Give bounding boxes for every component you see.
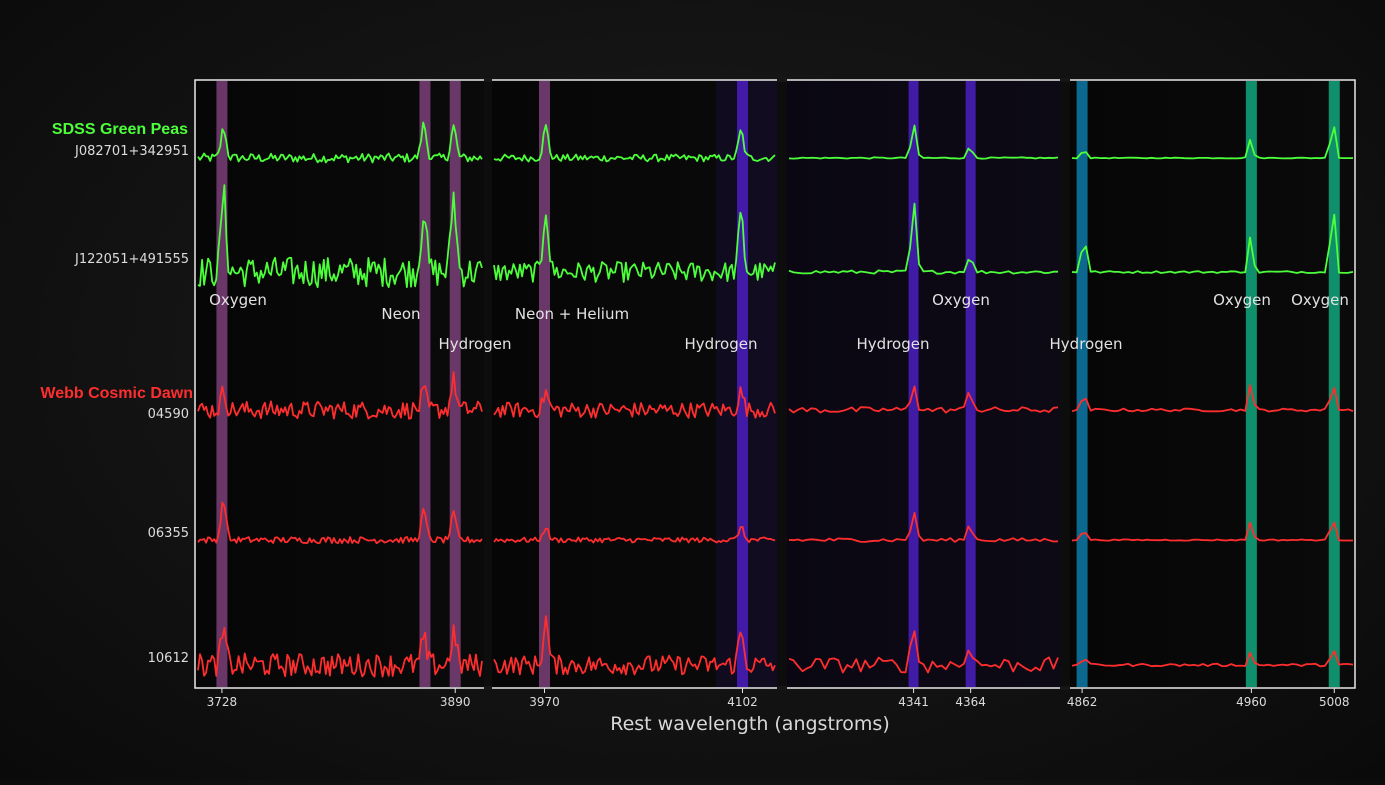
spectrum-06355-panel-2 [493, 525, 776, 544]
line-label-3869: Neon [381, 305, 420, 323]
x-tick-label-4102: 4102 [727, 695, 758, 709]
spectrum-06355-panel-3 [788, 512, 1059, 543]
emission-band-3869 [419, 81, 431, 687]
emission-band-5008 [1328, 81, 1340, 687]
group-label-2: Webb Cosmic Dawn [40, 385, 193, 402]
emission-band-4960 [1245, 81, 1257, 687]
x-tick-label-4364: 4364 [955, 695, 986, 709]
emission-band-3970 [539, 81, 550, 687]
panel-gap-bottom [484, 686, 492, 690]
object-label-J082701+342951: J082701+342951 [74, 144, 189, 159]
line-label-4341: Hydrogen [857, 335, 930, 353]
line-label-4960: Oxygen [1213, 291, 1271, 309]
panel-gap [1060, 82, 1070, 686]
x-tick-label-4862: 4862 [1067, 695, 1098, 709]
x-tick-label-4341: 4341 [898, 695, 929, 709]
emission-band-3728 [216, 81, 228, 687]
x-tick-label-4960: 4960 [1236, 695, 1267, 709]
line-label-3728: Oxygen [209, 291, 267, 309]
spectrum-04590-panel-1 [197, 371, 483, 420]
spectrum-J122051+491555-panel-4 [1071, 213, 1354, 274]
spectrum-10612-panel-1 [197, 624, 483, 678]
spectrum-04590-panel-2 [493, 386, 776, 419]
emission-band-4102 [737, 81, 748, 687]
emission-band-4862 [1076, 81, 1088, 687]
line-label-3970: Neon + Helium [515, 305, 629, 323]
panel-glow [787, 80, 1060, 688]
plot-frame [194, 79, 1356, 689]
spectrum-J082701+342951-panel-3 [788, 124, 1059, 160]
spectrum-panel-1 [196, 80, 484, 688]
spectrum-J082701+342951-panel-4 [1071, 126, 1353, 160]
panel-gap-bottom [777, 686, 787, 690]
spectrum-J122051+491555-panel-3 [788, 202, 1058, 275]
spectrum-04590-panel-4 [1071, 384, 1354, 413]
panel-gap-top [484, 78, 492, 82]
spectrum-06355-panel-1 [197, 501, 483, 545]
spectrum-J082701+342951-panel-2 [493, 124, 776, 163]
line-label-4102: Hydrogen [685, 335, 758, 353]
object-label-06355: 06355 [148, 526, 189, 541]
object-label-10612: 10612 [148, 651, 189, 666]
spectrum-10612-panel-3 [788, 630, 1059, 674]
panel-gap-bottom [1060, 686, 1070, 690]
x-tick-label-3970: 3970 [529, 695, 560, 709]
spectrum-J082701+342951-panel-1 [197, 121, 483, 164]
spectrum-06355-panel-4 [1071, 521, 1353, 542]
emission-band-4341 [908, 81, 919, 687]
group-label-1: SDSS Green Peas [52, 121, 188, 138]
spectrum-10612-panel-4 [1071, 650, 1354, 668]
spectrum-10612-panel-2 [493, 615, 776, 676]
panel-gap-top [777, 78, 787, 82]
line-label-3890: Hydrogen [439, 335, 512, 353]
spectrum-04590-panel-3 [788, 385, 1059, 414]
object-label-04590: 04590 [148, 407, 189, 422]
line-label-4364: Oxygen [932, 291, 990, 309]
emission-band-4364 [965, 81, 976, 687]
panel-gap-top [1060, 78, 1070, 82]
x-axis-title: Rest wavelength (angstroms) [610, 713, 890, 735]
x-tick-label-5008: 5008 [1319, 695, 1350, 709]
line-label-4862: Hydrogen [1050, 335, 1123, 353]
line-label-5008: Oxygen [1291, 291, 1349, 309]
panel-gap [777, 82, 787, 686]
spectrum-J122051+491555-panel-2 [493, 211, 776, 283]
object-label-J122051+491555: J122051+491555 [74, 252, 189, 267]
spectrum-panel-3 [787, 80, 1060, 688]
spectrum-J122051+491555-panel-1 [197, 184, 483, 288]
x-tick-label-3728: 3728 [207, 695, 238, 709]
x-tick-label-3890: 3890 [440, 695, 471, 709]
panel-gap [484, 82, 492, 686]
spectrum-panel-4 [1070, 80, 1355, 688]
